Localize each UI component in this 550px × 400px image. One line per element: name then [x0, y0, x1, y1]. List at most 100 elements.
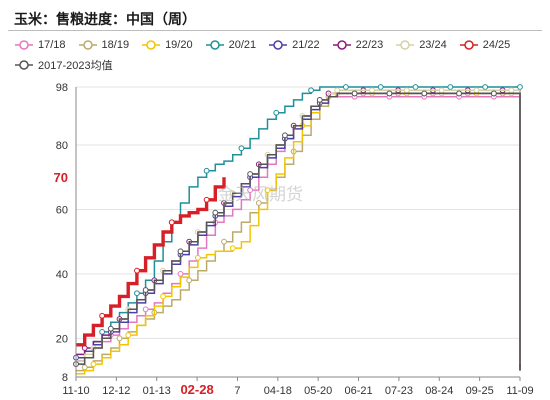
legend-item: 22/23	[332, 36, 384, 53]
legend-swatch	[459, 39, 478, 50]
y-tick-label: 98	[56, 82, 68, 94]
series-point	[273, 109, 280, 116]
series-point	[160, 293, 166, 300]
legend-swatch	[142, 39, 161, 50]
y-tick-label: 8	[62, 372, 68, 384]
x-tick-label: 11-09	[506, 385, 533, 397]
x-tick-label: 08-24	[425, 385, 453, 397]
series-point	[229, 245, 236, 252]
x-tick-label: 11-10	[62, 385, 89, 397]
series-point	[186, 277, 193, 284]
series-point	[342, 84, 349, 90]
series-line-20-21	[76, 86, 521, 362]
series-line-18-19	[76, 92, 521, 372]
series-point	[438, 87, 445, 94]
series-point	[99, 312, 106, 319]
legend-item: 23/24	[395, 36, 447, 53]
legend-label: 20/21	[228, 38, 257, 51]
legend-swatch	[332, 39, 351, 50]
series-point	[490, 90, 497, 97]
series-point	[308, 87, 314, 94]
series-point	[403, 87, 410, 94]
legend-label: 17/18	[38, 38, 66, 51]
legend-item: 20/21	[205, 36, 257, 53]
series-point	[421, 90, 428, 97]
series-point	[386, 90, 393, 97]
legend-label: 2017-2023均值	[38, 59, 113, 72]
legend-item: 17/18	[14, 36, 66, 53]
series-point	[177, 248, 184, 255]
series-point	[99, 328, 106, 335]
series-point	[247, 171, 254, 177]
series-point	[412, 84, 419, 90]
series-point	[134, 290, 140, 297]
legend-label: 19/20	[165, 38, 193, 51]
legend-swatch	[205, 39, 224, 50]
x-tick-label: 12-12	[102, 385, 130, 397]
series-point	[142, 287, 149, 293]
series-line-19-20	[76, 92, 521, 375]
series-point	[282, 132, 288, 139]
series-point	[142, 306, 149, 313]
legend-swatch	[15, 39, 33, 50]
series-point	[177, 270, 184, 277]
x-tick-label: 07-23	[385, 385, 413, 397]
legend-label: 23/24	[419, 38, 447, 51]
legend-item: 19/20	[141, 36, 193, 53]
y-tick-label: 20	[56, 333, 68, 345]
legend-swatch	[269, 39, 288, 50]
x-tick-label: 06-21	[344, 385, 372, 397]
series-point	[508, 87, 515, 94]
series-point	[247, 187, 254, 194]
series-point	[107, 325, 114, 332]
x-tick-label: 04-18	[264, 385, 292, 397]
legend-swatch	[15, 59, 33, 70]
series-point	[264, 187, 271, 194]
series-point	[456, 90, 462, 97]
series-point	[377, 84, 384, 90]
legend-label: 24/25	[482, 38, 511, 51]
series-point	[369, 87, 375, 94]
series-point	[116, 335, 123, 342]
series-point	[316, 96, 323, 103]
series-line-24-25	[76, 177, 226, 347]
x-tick-label: 09-25	[466, 385, 494, 397]
chart-legend: 17/18 18/19 19/20 20/21 21/22 22/23 23/24 24/25…	[14, 36, 544, 73]
title-divider	[8, 30, 542, 31]
series-point	[194, 254, 201, 261]
legend-item: 21/22	[268, 36, 320, 53]
series-point	[517, 84, 523, 90]
series-point	[203, 167, 210, 174]
series-point	[221, 238, 227, 245]
series-point	[125, 332, 132, 339]
x-tick-label: 02-28	[180, 382, 213, 397]
y-tick-label: 80	[56, 140, 68, 152]
y-tick-label: 40	[56, 269, 68, 281]
x-tick-label: 05-20	[304, 385, 332, 397]
y-tick-label: 60	[56, 204, 68, 216]
series-point	[168, 219, 175, 226]
series-point	[255, 200, 262, 206]
series-line-2017-2023-	[76, 92, 521, 371]
watermark-text: 金天风期货	[218, 185, 303, 205]
series-point	[81, 364, 88, 371]
y-highlight-label: 70	[54, 170, 68, 185]
series-point	[351, 90, 358, 97]
series-point	[473, 87, 480, 94]
legend-item: 24/25	[459, 36, 511, 53]
legend-label: 18/19	[101, 38, 130, 51]
legend-label: 21/22	[292, 38, 320, 51]
series-point	[482, 84, 489, 90]
series-point	[212, 209, 219, 216]
series-point	[334, 87, 341, 94]
series-line-17-18	[76, 95, 521, 371]
legend-swatch	[78, 39, 97, 50]
series-point	[90, 361, 97, 368]
legend-label: 22/23	[355, 38, 384, 51]
legend-swatch	[396, 39, 415, 50]
legend-item: 2017-2023均值	[14, 56, 113, 73]
series-point	[447, 84, 454, 90]
series-point	[203, 196, 210, 203]
